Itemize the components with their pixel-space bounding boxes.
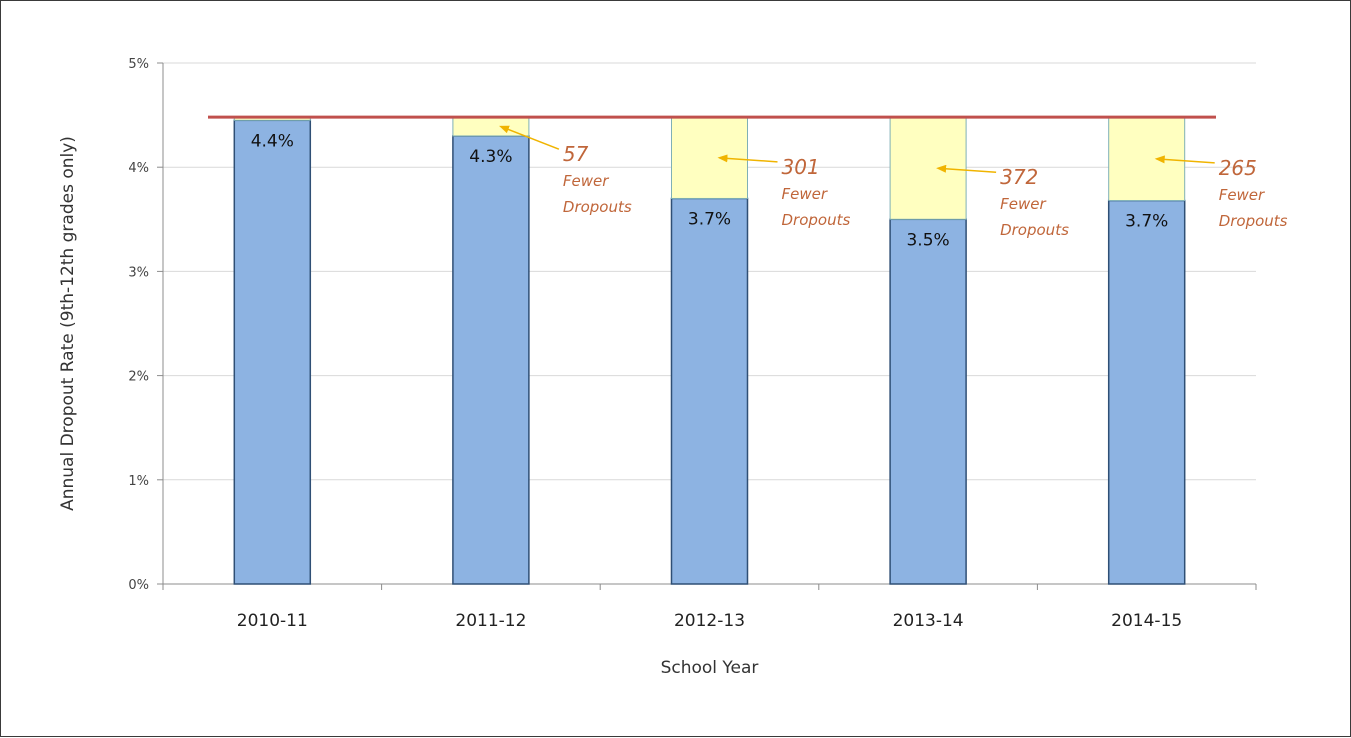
bar-value-label: 4.4% (251, 131, 294, 151)
annotation-text: Dropouts (1219, 212, 1288, 230)
annotation-arrow (499, 125, 560, 150)
bar-value-label: 3.5% (906, 230, 949, 250)
bar-dropout-rate (233, 119, 312, 585)
bars (208, 115, 1216, 585)
y-tick-label: 2% (128, 370, 149, 385)
bar-value-label: 3.7% (688, 209, 731, 229)
x-axis-title: School Year (661, 658, 759, 678)
axes: 0% 1% 2% 3% 4% 5% 2010-11 2011-12 2012-13 2013-14… (128, 57, 1257, 631)
x-tick-label: 2011-12 (455, 611, 526, 631)
annotation-text: Dropouts (782, 211, 851, 229)
bar-fewer-dropouts (889, 116, 967, 220)
annotation-text: Fewer (782, 185, 828, 203)
y-axis-title: Annual Dropout Rate (9th-12th grades onl… (58, 136, 78, 511)
bar-dropout-rate (452, 135, 530, 585)
annotation-text: Fewer (1000, 195, 1046, 213)
x-tick-label: 2012-13 (674, 611, 745, 631)
y-tick-label: 4% (128, 161, 149, 176)
x-tick-label: 2014-15 (1111, 611, 1182, 631)
bar-dropout-rate (670, 197, 749, 585)
annotation-text: Fewer (1219, 186, 1265, 204)
bar-fewer-dropouts (671, 116, 748, 199)
bar-fewer-dropouts (1108, 116, 1186, 202)
y-tick-label: 0% (128, 578, 149, 593)
annotation-number: 57 (563, 142, 589, 166)
y-tick-label: 3% (128, 265, 149, 280)
annotation-number: 372 (1000, 165, 1038, 189)
bar-dropout-rate (889, 218, 967, 585)
y-tick-label: 1% (128, 474, 149, 489)
bar-value-label: 3.7% (1125, 212, 1168, 232)
annotation-arrow (936, 164, 997, 173)
annotation-number: 265 (1219, 156, 1257, 180)
annotation-text: Dropouts (1000, 221, 1069, 239)
bar-dropout-rate (1107, 199, 1186, 585)
x-tick-label: 2010-11 (237, 611, 308, 631)
data-labels: 4.4% 4.3% 3.7% 3.5% 3.7% (251, 131, 1169, 250)
annotation-text: Fewer (563, 172, 609, 190)
annotation-number: 301 (782, 155, 820, 179)
x-tick-label: 2013-14 (893, 611, 964, 631)
bar-value-label: 4.3% (469, 147, 512, 167)
y-tick-label: 5% (128, 57, 149, 72)
annotation-arrow (1154, 155, 1215, 164)
annotation-arrow (717, 154, 778, 163)
annotations: 57 Fewer Dropouts 301 Fewer Dropouts 372 Fewer D… (499, 125, 1288, 239)
annotation-text: Dropouts (563, 198, 632, 216)
